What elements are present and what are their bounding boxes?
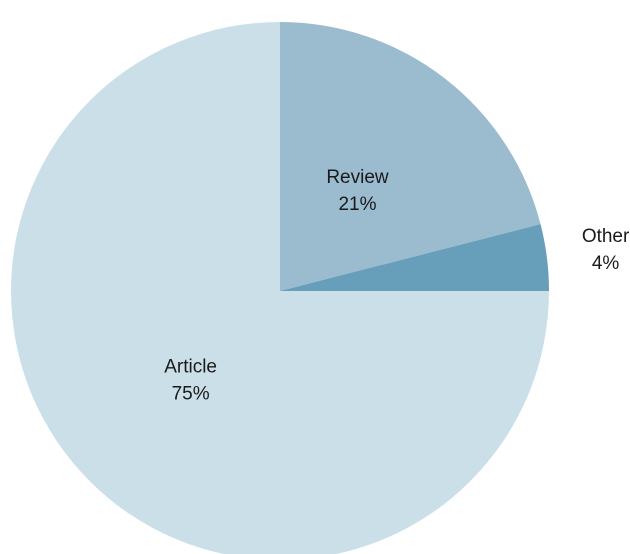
slice-value-label: 75% <box>172 383 210 404</box>
slice-label: Review <box>326 167 389 188</box>
pie-slice <box>280 22 541 291</box>
pie-slice <box>11 22 549 554</box>
pie-slice <box>280 224 549 291</box>
slice-value-label: 21% <box>338 194 376 215</box>
slice-value-label: 4% <box>592 253 620 274</box>
slice-label: Other <box>582 226 630 247</box>
slice-label: Article <box>164 356 217 377</box>
